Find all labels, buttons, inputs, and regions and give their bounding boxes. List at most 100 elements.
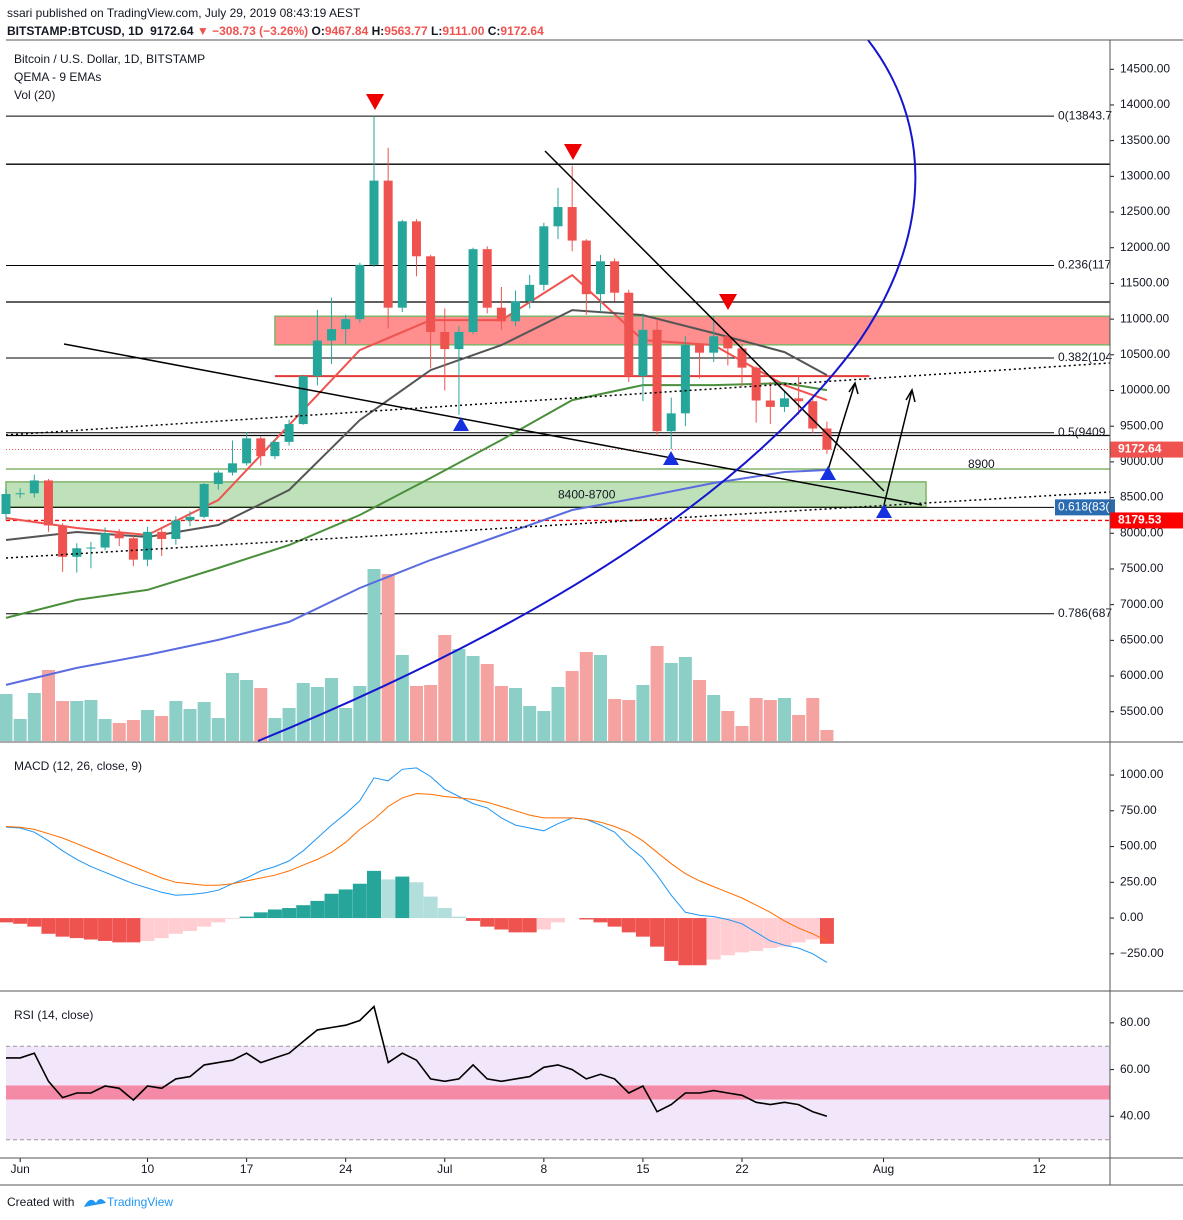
volume-bar bbox=[296, 683, 310, 741]
histogram-bar bbox=[140, 918, 155, 941]
arrow bbox=[883, 388, 916, 506]
volume-bar bbox=[792, 715, 806, 741]
y-tick-label: 10500.00 bbox=[1120, 347, 1170, 361]
candle-body bbox=[114, 533, 124, 539]
candle-body bbox=[751, 367, 761, 401]
candle-body bbox=[567, 207, 577, 241]
candle-body bbox=[808, 401, 818, 429]
pane bbox=[0, 767, 834, 966]
volume-bar bbox=[56, 701, 70, 741]
candle-body bbox=[128, 538, 138, 560]
ohlc-label: H: bbox=[371, 24, 385, 38]
histogram-bar bbox=[41, 918, 56, 934]
candle-body bbox=[284, 424, 294, 442]
ohlc-label: L: bbox=[431, 24, 443, 38]
up-marker bbox=[663, 451, 679, 465]
histogram-bar bbox=[225, 918, 240, 919]
candle-body bbox=[1, 494, 11, 514]
volume-bar bbox=[494, 686, 508, 741]
y-tick-label: 13500.00 bbox=[1120, 133, 1170, 147]
y-tick-label: 13000.00 bbox=[1120, 169, 1170, 183]
x-tick-label: Jun bbox=[10, 1162, 29, 1176]
histogram-bar bbox=[367, 870, 381, 919]
y-tick-label: 40.00 bbox=[1120, 1109, 1150, 1123]
volume-name: Vol (20) bbox=[14, 88, 55, 102]
x-tick-label: Aug bbox=[873, 1162, 894, 1176]
ohlc: O:9467.84 H:9563.77 L:9111.00 C:9172.64 bbox=[312, 24, 544, 38]
y-tick-label: 9500.00 bbox=[1120, 418, 1164, 432]
volume-bar bbox=[41, 670, 55, 741]
logo bbox=[84, 1199, 106, 1207]
histogram-bar bbox=[805, 918, 820, 940]
histogram-bar bbox=[0, 918, 13, 923]
pane-title: MACD (12, 26, close, 9) bbox=[14, 759, 142, 773]
y-tick-label: 0.00 bbox=[1120, 910, 1144, 924]
volume-bar bbox=[650, 646, 664, 741]
y-tick-label: 60.00 bbox=[1120, 1062, 1150, 1076]
histogram-bar bbox=[69, 918, 84, 939]
histogram-bar bbox=[338, 889, 353, 919]
histogram-bar bbox=[621, 918, 636, 933]
volume-bar bbox=[565, 671, 579, 741]
histogram-bar bbox=[508, 918, 523, 933]
candle-body bbox=[822, 428, 832, 450]
volume-bar bbox=[268, 718, 282, 741]
histogram-bar bbox=[352, 883, 367, 919]
dotted-line bbox=[5, 362, 1111, 436]
volume-bar bbox=[806, 698, 820, 741]
volume-bar bbox=[339, 708, 353, 741]
histogram-bar bbox=[819, 918, 834, 944]
histogram-bar bbox=[579, 918, 594, 920]
plot bbox=[0, 115, 1110, 1141]
candle-body bbox=[539, 226, 549, 285]
candle-body bbox=[383, 180, 393, 308]
candle-body bbox=[595, 261, 605, 295]
histogram-bar bbox=[55, 918, 70, 937]
histogram-bar bbox=[749, 918, 764, 951]
volume-bar bbox=[310, 687, 324, 741]
histogram-bar bbox=[777, 918, 792, 947]
candle-body bbox=[213, 472, 223, 485]
volume-bar bbox=[693, 680, 707, 741]
symbol: BITSTAMP:BTCUSD, 1D bbox=[7, 24, 144, 38]
volume-bar bbox=[381, 574, 395, 741]
histogram-bar bbox=[183, 918, 197, 931]
candle-body bbox=[341, 319, 351, 330]
volume-bar bbox=[225, 673, 239, 741]
level-label: 0.618(83( bbox=[1058, 500, 1109, 514]
ohlc-value: 9111.00 bbox=[442, 24, 485, 38]
histogram-bar bbox=[678, 918, 693, 966]
candle-body bbox=[695, 344, 705, 353]
candle-body bbox=[143, 531, 153, 560]
volume-bar bbox=[551, 687, 565, 741]
volume-bar bbox=[636, 685, 650, 741]
candle-body bbox=[680, 344, 690, 414]
histogram-bar bbox=[98, 918, 113, 941]
zone bbox=[274, 315, 1110, 346]
arc bbox=[257, 39, 917, 742]
volume-bar bbox=[353, 686, 367, 741]
candle-body bbox=[652, 329, 662, 432]
header: ssari published on TradingView.com, July… bbox=[7, 4, 544, 40]
pane bbox=[0, 115, 1110, 741]
candle-body bbox=[15, 493, 25, 495]
rsi-line bbox=[6, 1004, 828, 1118]
candle-body bbox=[440, 331, 450, 350]
candle-body bbox=[525, 284, 535, 302]
candle-body bbox=[355, 264, 365, 320]
level-box bbox=[1055, 499, 1115, 516]
volume-bar bbox=[452, 649, 466, 741]
candle-body bbox=[765, 400, 775, 407]
volume-bar bbox=[0, 694, 13, 741]
volume-bar bbox=[395, 655, 409, 741]
y-tick-label: 8500.00 bbox=[1120, 490, 1164, 504]
candle-body bbox=[270, 441, 280, 457]
ohlc-label: C: bbox=[487, 24, 501, 38]
histogram-bar bbox=[437, 908, 452, 919]
volume-bar bbox=[707, 695, 721, 741]
histogram-bar bbox=[536, 918, 551, 930]
up-marker bbox=[820, 466, 836, 480]
candle-body bbox=[426, 256, 436, 332]
candle-body bbox=[199, 484, 209, 517]
last: 9172.64 bbox=[150, 24, 194, 38]
